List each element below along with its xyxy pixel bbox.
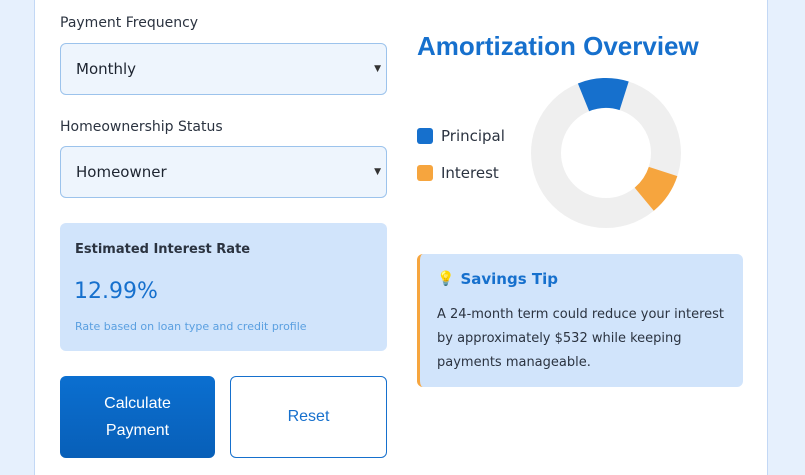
amortization-donut-chart (531, 78, 681, 228)
chevron-down-icon: ▼ (374, 64, 381, 74)
legend-label-interest: Interest (441, 164, 499, 182)
calculate-payment-button[interactable]: Calculate Payment (60, 376, 215, 458)
interest-rate-value: 12.99% (74, 279, 158, 304)
lightbulb-icon: 💡 (437, 271, 455, 287)
interest-rate-note: Rate based on loan type and credit profi… (75, 320, 307, 333)
homeownership-status-label: Homeownership Status (60, 119, 223, 135)
payment-frequency-label: Payment Frequency (60, 15, 199, 31)
savings-tip-text: A 24-month term could reduce your intere… (437, 307, 724, 370)
donut-slice-principal (531, 78, 681, 228)
savings-tip-panel: 💡 Savings Tip A 24-month term could redu… (417, 254, 743, 387)
payment-frequency-value: Monthly (76, 60, 137, 78)
payment-frequency-select[interactable]: Monthly ▼ (60, 43, 387, 95)
legend-swatch-interest (417, 165, 433, 181)
reset-button[interactable]: Reset (230, 376, 387, 458)
overview-title: Amortization Overview (417, 31, 699, 61)
savings-tip-title: 💡 Savings Tip (437, 270, 558, 288)
legend-item-interest: Interest (417, 164, 499, 182)
homeownership-status-value: Homeowner (76, 163, 167, 181)
legend-swatch-principal (417, 128, 433, 144)
chevron-down-icon: ▼ (374, 167, 381, 177)
interest-rate-panel: Estimated Interest Rate 12.99% Rate base… (60, 223, 387, 351)
interest-rate-title: Estimated Interest Rate (75, 242, 251, 257)
legend-label-principal: Principal (441, 127, 505, 145)
homeownership-status-select[interactable]: Homeowner ▼ (60, 146, 387, 198)
legend-item-principal: Principal (417, 127, 505, 145)
savings-tip-heading: Savings Tip (460, 270, 558, 288)
